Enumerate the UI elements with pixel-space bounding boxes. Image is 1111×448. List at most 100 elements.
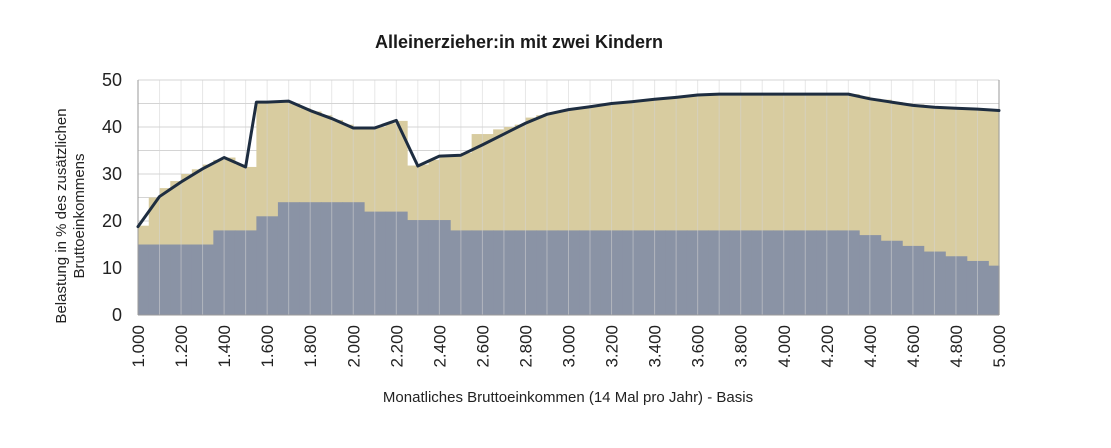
area-bar: [805, 94, 817, 315]
area-bar: [869, 98, 882, 315]
y-axis-label-line2: Bruttoeinkommens: [71, 153, 88, 278]
area-bar: [708, 94, 720, 315]
area-bar: [611, 103, 623, 315]
area-bar: [751, 94, 763, 315]
base-bar: [934, 251, 946, 315]
area-bar: [600, 104, 613, 315]
area-bar: [772, 94, 785, 315]
base-bar: [460, 230, 473, 315]
area-bar: [891, 102, 903, 315]
area-bar: [816, 94, 828, 315]
area-bar: [794, 94, 806, 315]
base-bar: [191, 244, 204, 315]
area-bar: [633, 101, 645, 316]
base-bar: [385, 211, 397, 315]
base-bar: [299, 202, 311, 315]
chart-title: Alleinerzieher:in mit zwei Kindern: [375, 32, 663, 52]
area-bar: [740, 94, 753, 315]
line-series: [136, 92, 1001, 229]
base-bar: [288, 202, 301, 315]
base-bar: [439, 220, 451, 315]
area-bar: [826, 94, 839, 315]
area-bar: [837, 94, 849, 315]
y-tick-label: 30: [102, 164, 122, 184]
x-tick-label: 2.000: [344, 325, 363, 368]
base-bar: [762, 230, 774, 315]
area-bar: [859, 96, 871, 315]
area-bar: [762, 94, 774, 315]
area-bar: [923, 105, 936, 315]
base-bar: [590, 230, 602, 315]
y-tick-label: 20: [102, 211, 122, 231]
x-tick-label: 1.400: [215, 325, 234, 368]
x-tick-label: 1.600: [258, 325, 277, 368]
y-tick-label: 10: [102, 258, 122, 278]
base-bar: [202, 244, 214, 315]
base-bar: [277, 202, 290, 315]
base-bar: [923, 251, 936, 315]
base-bar: [364, 211, 376, 315]
area-bar: [643, 99, 656, 316]
base-bar: [536, 230, 548, 315]
area-bar: [977, 110, 989, 315]
base-bar: [148, 244, 161, 315]
y-axis-label-line1: Belastung in % des zusätzlichen: [53, 108, 70, 323]
area-bar: [525, 117, 537, 315]
x-tick-label: 3.200: [603, 325, 622, 368]
y-tick-label: 50: [102, 70, 122, 90]
x-tick-label: 3.800: [732, 325, 751, 368]
area-bar: [697, 94, 710, 315]
base-bar: [557, 230, 570, 315]
axes: [137, 80, 1000, 316]
base-bar: [966, 260, 979, 315]
y-axis-label: Belastung in % des zusätzlichen Bruttoei…: [53, 108, 88, 323]
area-bar: [471, 134, 483, 315]
base-bar: [331, 202, 344, 315]
base-bar: [525, 230, 537, 315]
area-bar: [783, 94, 796, 315]
base-bar: [848, 230, 860, 315]
base-bar: [902, 245, 914, 315]
area-bar: [880, 99, 892, 316]
base-bar: [138, 244, 150, 315]
base-bar: [267, 216, 279, 315]
base-bar: [514, 230, 527, 315]
x-tick-label: 1.200: [172, 325, 191, 368]
base-bar: [450, 230, 462, 315]
area-bar: [945, 108, 957, 315]
area-bar: [514, 124, 527, 316]
base-bar: [181, 244, 193, 315]
base-bar: [170, 244, 182, 315]
area-bar: [934, 106, 946, 315]
base-bar: [945, 256, 957, 315]
x-tick-label: 3.600: [689, 325, 708, 368]
x-tick-label: 2.400: [430, 325, 449, 368]
base-series: [138, 202, 1000, 315]
x-tick-label: 4.800: [947, 325, 966, 368]
area-bar: [622, 102, 634, 315]
base-bar: [988, 265, 1000, 315]
base-bar: [256, 216, 268, 315]
base-bar: [912, 245, 925, 315]
base-bar: [837, 230, 849, 315]
x-tick-label: 4.600: [904, 325, 923, 368]
base-bar: [159, 244, 171, 315]
base-bar: [794, 230, 806, 315]
base-bar: [622, 230, 634, 315]
base-bar: [320, 202, 333, 315]
base-bar: [805, 230, 817, 315]
base-bar: [816, 230, 828, 315]
base-bar: [643, 230, 656, 315]
base-bar: [353, 202, 365, 315]
base-bar: [471, 230, 483, 315]
area-bar: [955, 108, 968, 315]
base-bar: [719, 230, 731, 315]
base-bar: [676, 230, 688, 315]
base-bar: [482, 230, 494, 315]
base-bar: [783, 230, 796, 315]
area-bar: [912, 104, 925, 315]
area-bar: [191, 169, 204, 315]
area-bar: [966, 109, 979, 315]
base-bar: [859, 235, 871, 315]
